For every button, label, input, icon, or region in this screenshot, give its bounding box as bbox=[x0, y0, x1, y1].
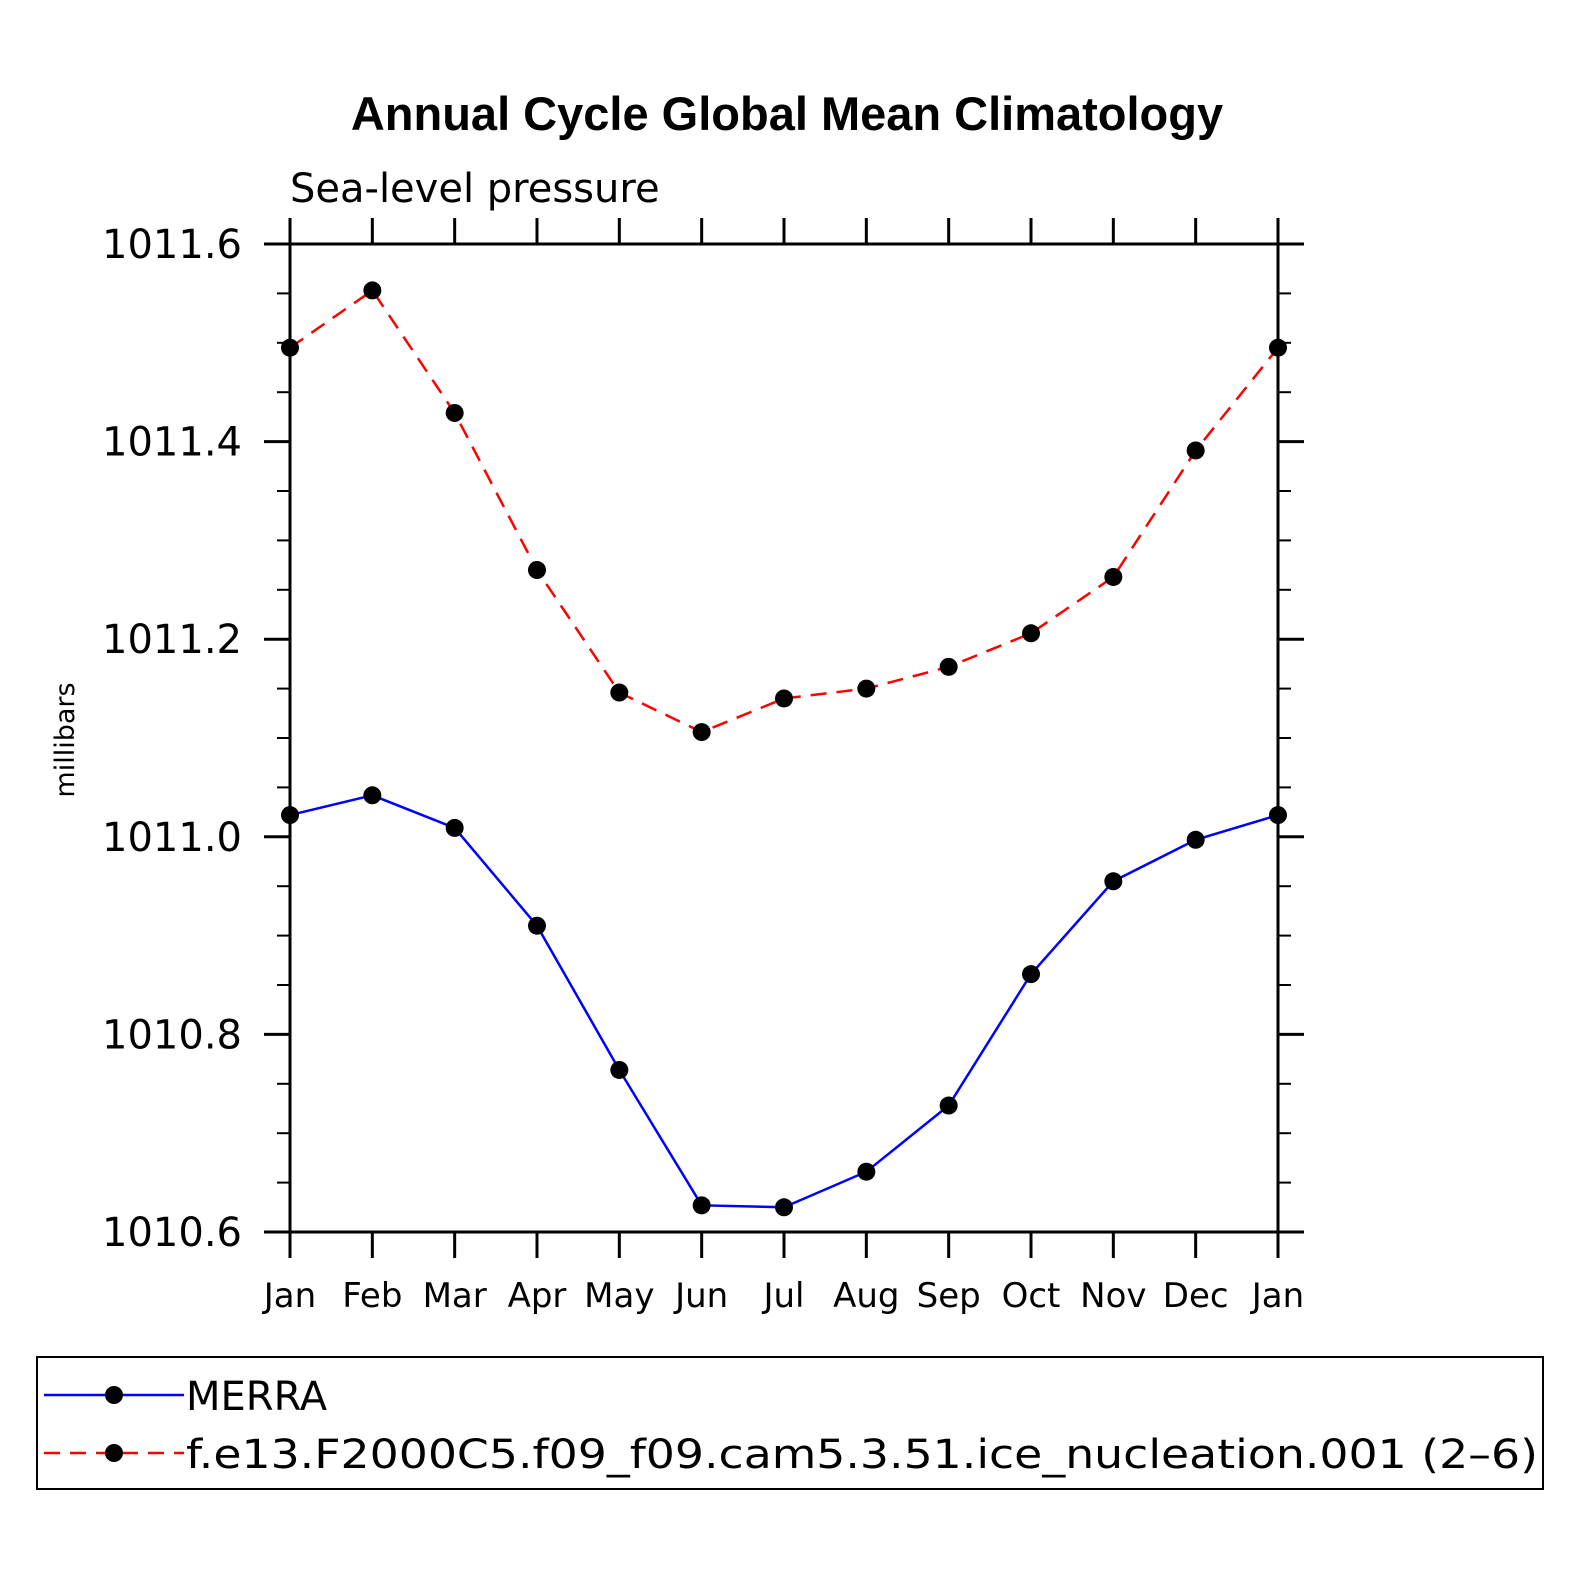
data-point-merra bbox=[1104, 872, 1123, 891]
x-tick-label: Jun bbox=[673, 1276, 728, 1316]
data-point-merra bbox=[363, 786, 382, 805]
data-point-model bbox=[857, 679, 876, 698]
data-point-merra bbox=[1269, 806, 1287, 825]
data-point-model bbox=[1104, 567, 1123, 586]
y-tick-label: 1011.6 bbox=[102, 222, 242, 268]
data-point-model bbox=[1269, 338, 1287, 357]
data-point-merra bbox=[857, 1162, 876, 1181]
data-point-model bbox=[775, 689, 793, 708]
data-point-merra bbox=[528, 916, 546, 935]
data-point-merra bbox=[939, 1096, 958, 1115]
y-tick-label: 1010.8 bbox=[102, 1012, 242, 1058]
x-tick-label: Mar bbox=[423, 1276, 487, 1316]
data-point-merra bbox=[692, 1196, 711, 1215]
data-point-model bbox=[610, 683, 629, 702]
series-line-model bbox=[289, 288, 1279, 734]
data-point-model bbox=[528, 561, 546, 580]
series-layer bbox=[281, 281, 1287, 1217]
x-tick-label: Sep bbox=[917, 1276, 981, 1316]
legend-label-merra: MERRA bbox=[186, 1374, 328, 1420]
data-point-model bbox=[363, 281, 382, 300]
x-tick-label: Jul bbox=[761, 1276, 804, 1316]
x-tick-label: Jan bbox=[262, 1276, 316, 1316]
chart-subtitle: Sea-level pressure bbox=[290, 166, 660, 212]
y-tick-labels: 1010.6 1010.8 1011.0 1011.2 1011.4 1011.6 bbox=[102, 222, 242, 1256]
legend-marker-model bbox=[105, 1444, 123, 1462]
x-tick-labels: Jan Feb Mar Apr May Jun Jul Aug Sep Oct Nov Dec Jan bbox=[262, 1276, 1304, 1316]
data-point-model bbox=[445, 403, 464, 422]
x-tick-label: Jan bbox=[1250, 1276, 1304, 1316]
series-line-merra bbox=[289, 793, 1279, 1209]
plot-frame bbox=[288, 242, 1280, 1234]
data-point-model bbox=[1022, 624, 1040, 643]
data-point-merra bbox=[1022, 965, 1040, 984]
y-tick-label: 1010.6 bbox=[102, 1210, 242, 1256]
x-tick-label: Aug bbox=[833, 1276, 899, 1316]
data-point-merra bbox=[445, 818, 464, 837]
data-point-model bbox=[939, 657, 958, 676]
y-tick-label: 1011.4 bbox=[102, 420, 242, 466]
data-point-merra bbox=[775, 1198, 793, 1217]
data-point-merra bbox=[1186, 830, 1205, 849]
data-point-model bbox=[692, 723, 711, 742]
y-tick-label: 1011.2 bbox=[102, 617, 242, 663]
x-tick-label: Apr bbox=[508, 1276, 567, 1316]
legend-box bbox=[36, 1356, 1544, 1490]
legend-marker-merra bbox=[105, 1386, 123, 1404]
x-tick-label: Oct bbox=[1002, 1276, 1061, 1316]
x-tick-label: Nov bbox=[1080, 1276, 1146, 1316]
data-point-merra bbox=[610, 1060, 629, 1079]
y-axis-label: millibars bbox=[50, 682, 81, 797]
y-tick-label: 1011.0 bbox=[102, 815, 242, 861]
data-point-model bbox=[1186, 441, 1205, 460]
x-tick-label: Feb bbox=[342, 1276, 402, 1316]
data-point-model bbox=[281, 338, 299, 357]
axis-ticks bbox=[264, 218, 1304, 1258]
x-tick-label: Dec bbox=[1163, 1276, 1229, 1316]
x-tick-label: May bbox=[584, 1276, 654, 1316]
data-point-merra bbox=[281, 806, 299, 825]
legend: MERRA f.e13.F2000C5.f09_f09.cam5.3.51.ic… bbox=[36, 1356, 1544, 1490]
legend-label-model: f.e13.F2000C5.f09_f09.cam5.3.51.ice_nucl… bbox=[186, 1432, 1538, 1478]
chart-title: Annual Cycle Global Mean Climatology bbox=[351, 87, 1223, 140]
